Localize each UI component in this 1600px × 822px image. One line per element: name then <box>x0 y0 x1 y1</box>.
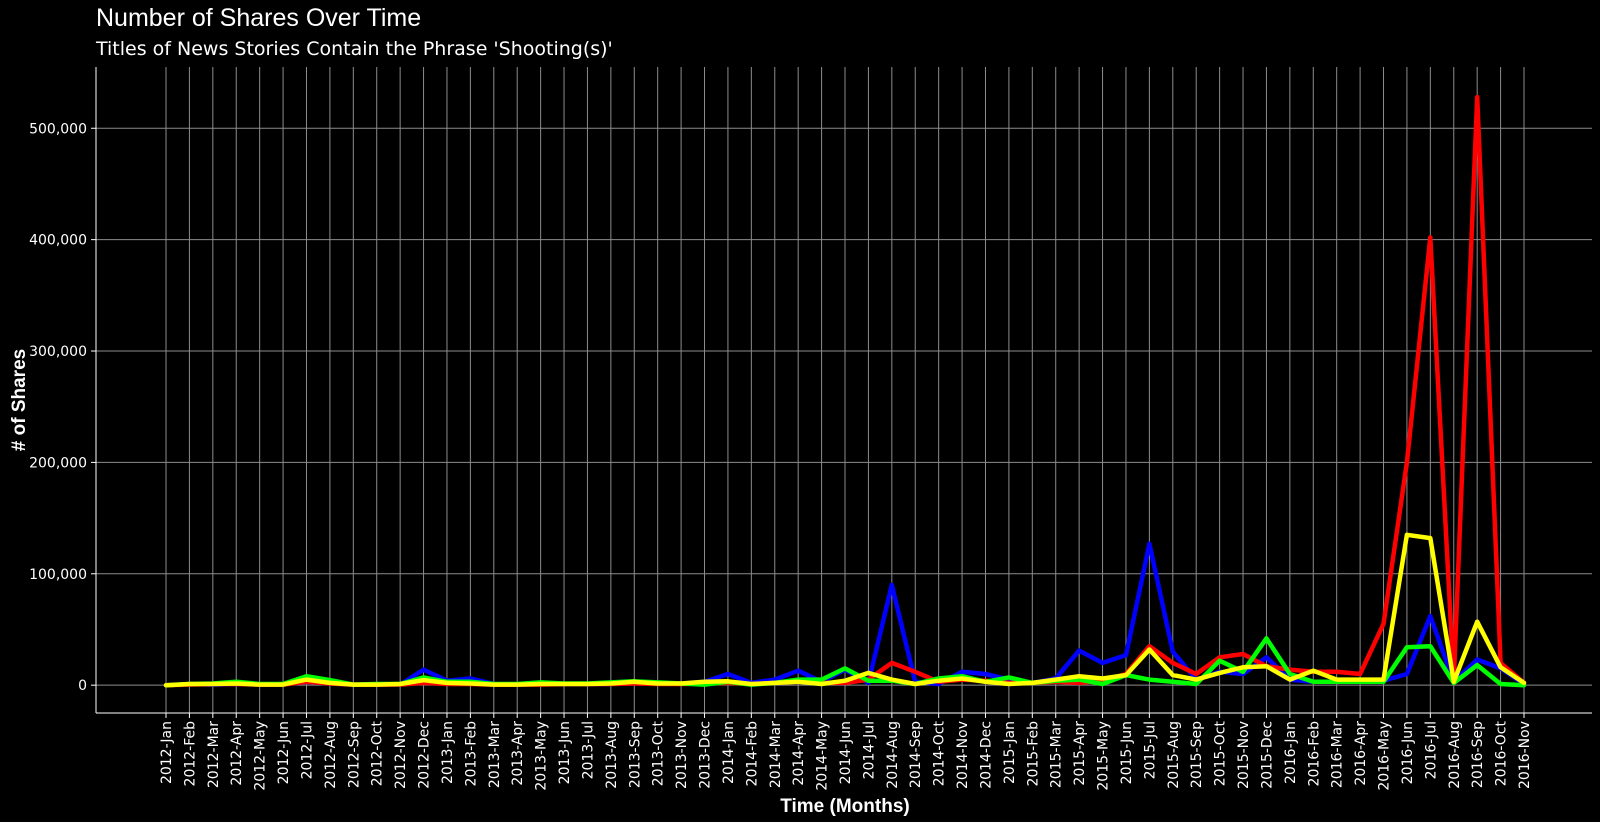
x-tick-label: 2014-Jun <box>838 721 854 784</box>
x-tick-label: 2014-Feb <box>744 721 760 787</box>
x-tick-label: 2015-Dec <box>1259 721 1275 789</box>
x-tick-label: 2012-Sep <box>346 721 362 788</box>
x-tick-label: 2016-Apr <box>1353 721 1369 786</box>
chart-subtitle: Titles of News Stories Contain the Phras… <box>96 38 613 60</box>
x-tick-label: 2015-Sep <box>1189 721 1205 788</box>
x-tick-label: 2016-Nov <box>1517 721 1533 789</box>
series-lines <box>163 94 1527 688</box>
x-tick-label: 2013-Jul <box>580 721 596 779</box>
x-tick-label: 2016-Jun <box>1400 721 1416 784</box>
x-tick-label: 2015-Jan <box>1002 721 1018 784</box>
x-tick-label: 2015-Mar <box>1049 721 1065 788</box>
x-tick-label: 2015-Apr <box>1072 721 1088 786</box>
x-tick-label: 2013-Mar <box>487 721 503 788</box>
x-tick-label: 2013-Apr <box>510 721 526 786</box>
x-axis-tick-labels: 2012-Jan 2012-Feb 2012-Mar 2012-Apr 2012-May… <box>159 713 1533 791</box>
x-tick-label: 2012-May <box>253 721 269 791</box>
x-tick-label: 2014-May <box>815 721 831 791</box>
x-tick-label: 2013-Sep <box>627 721 643 788</box>
x-tick-label: 2013-Oct <box>651 720 667 786</box>
x-tick-label: 2013-Jun <box>557 721 573 784</box>
x-tick-label: 2012-Mar <box>206 721 222 788</box>
x-tick-label: 2016-Jul <box>1423 721 1439 779</box>
y-axis-title: # of Shares <box>9 349 30 451</box>
y-tick-label: 200,000 <box>29 455 87 471</box>
x-tick-label: 2016-Mar <box>1330 721 1346 788</box>
x-tick-label: 2012-Aug <box>323 721 339 789</box>
chart-title: Number of Shares Over Time <box>96 4 422 32</box>
axes <box>95 67 1592 714</box>
x-tick-label: 2013-Feb <box>463 721 479 787</box>
x-tick-label: 2012-Jul <box>299 721 315 779</box>
x-tick-label: 2014-Sep <box>908 721 924 788</box>
x-tick-label: 2016-Aug <box>1447 721 1463 789</box>
y-tick-label: 300,000 <box>29 344 87 360</box>
x-tick-label: 2015-Oct <box>1213 720 1229 786</box>
x-tick-label: 2013-Jan <box>440 721 456 784</box>
x-tick-label: 2012-Jun <box>276 721 292 784</box>
y-tick-label: 500,000 <box>29 121 87 137</box>
x-tick-label: 2013-Nov <box>674 721 690 789</box>
y-axis-tick-labels: 0 100,000 200,000 300,000 400,000 500,000 <box>29 121 96 694</box>
x-tick-label: 2012-Apr <box>229 721 245 786</box>
x-tick-label: 2015-May <box>1096 721 1112 791</box>
x-tick-label: 2013-Aug <box>604 721 620 789</box>
x-axis-title: Time (Months) <box>780 796 909 817</box>
x-tick-label: 2015-Jul <box>1142 721 1158 779</box>
x-tick-label: 2014-Jan <box>721 721 737 784</box>
x-tick-label: 2014-Apr <box>791 721 807 786</box>
x-tick-label: 2014-Nov <box>955 721 971 789</box>
x-tick-label: 2012-Jan <box>159 721 175 784</box>
y-tick-label: 400,000 <box>29 233 87 249</box>
x-tick-label: 2014-Aug <box>885 721 901 789</box>
x-tick-label: 2012-Oct <box>370 720 386 786</box>
x-tick-label: 2015-Nov <box>1236 721 1252 789</box>
series-line-4 <box>163 532 1527 688</box>
x-tick-label: 2014-Oct <box>932 720 948 786</box>
x-tick-label: 2016-Feb <box>1306 721 1322 787</box>
x-tick-label: 2012-Nov <box>393 721 409 789</box>
x-tick-label: 2015-Aug <box>1166 721 1182 789</box>
x-tick-label: 2014-Jul <box>861 721 877 779</box>
x-tick-label: 2012-Feb <box>182 721 198 787</box>
x-tick-label: 2016-Oct <box>1494 720 1510 786</box>
grid-lines <box>96 67 1592 713</box>
x-tick-label: 2016-May <box>1377 721 1393 791</box>
x-tick-label: 2014-Dec <box>978 721 994 789</box>
x-tick-label: 2014-Mar <box>768 721 784 788</box>
y-tick-label: 100,000 <box>29 567 87 583</box>
x-tick-label: 2013-Dec <box>698 721 714 789</box>
x-tick-label: 2016-Sep <box>1470 721 1486 788</box>
plot-panel <box>96 67 1592 713</box>
x-tick-label: 2013-May <box>534 721 550 791</box>
x-tick-label: 2016-Jan <box>1283 721 1299 784</box>
x-tick-label: 2015-Jun <box>1119 721 1135 784</box>
x-tick-label: 2012-Dec <box>417 721 433 789</box>
x-tick-label: 2015-Feb <box>1025 721 1041 787</box>
y-tick-label: 0 <box>78 678 87 694</box>
